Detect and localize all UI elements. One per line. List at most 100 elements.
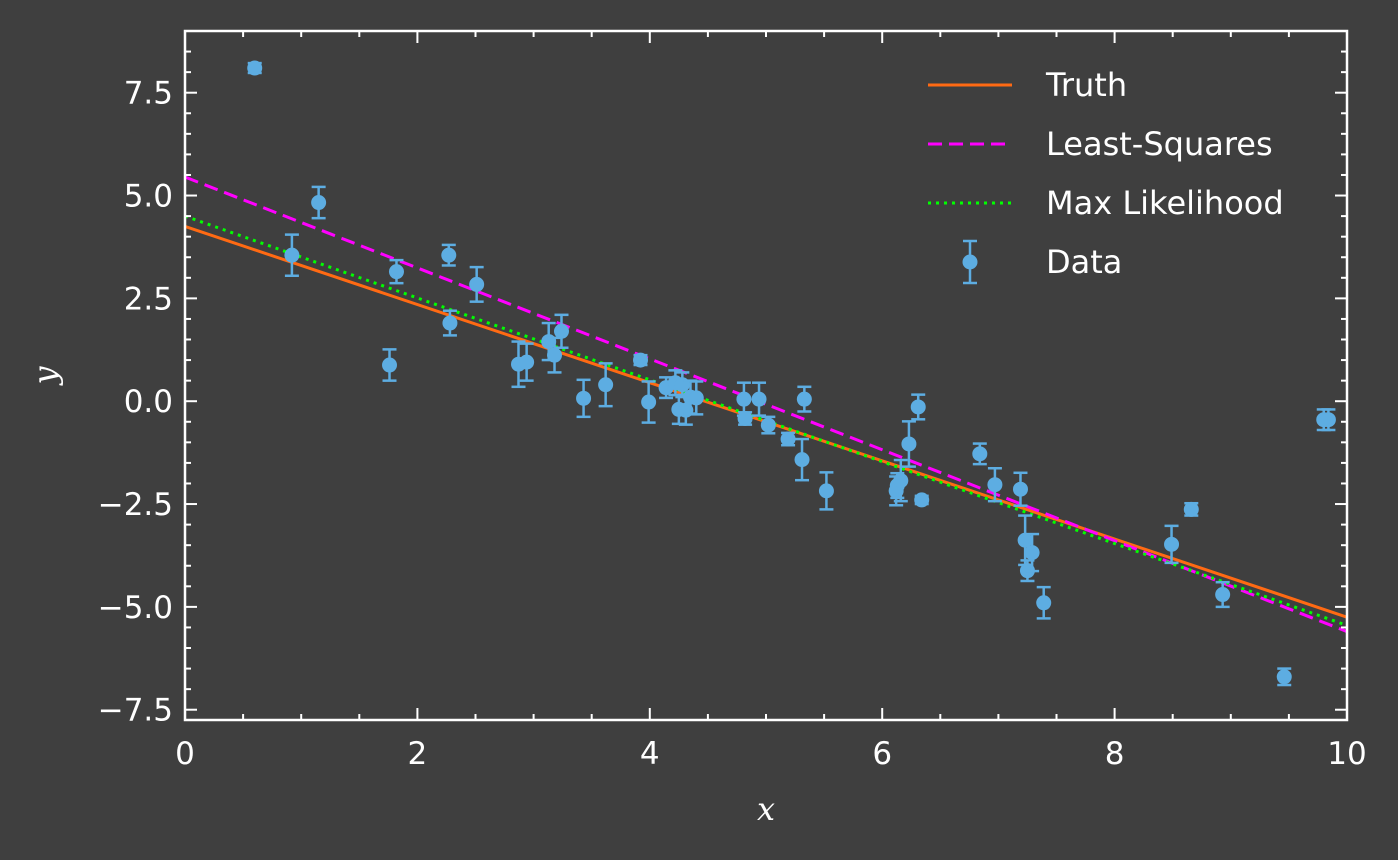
data-point [598,377,614,393]
data-point-group [760,415,776,435]
y-tick-label: 0.0 [124,384,173,420]
y-tick-label: −2.5 [98,487,173,523]
legend-label: Max Likelihood [1046,184,1284,222]
y-tick-label: −7.5 [98,693,173,729]
x-tick-label: 4 [640,736,660,772]
data-point [311,195,327,211]
data-point [818,483,834,499]
axes-frame [183,29,1349,722]
data-point-group [794,437,810,482]
y-tick-label: 5.0 [124,179,173,215]
data-point-group [284,233,300,277]
data-point [519,354,535,370]
data-point [1183,501,1199,517]
tick-labels: 0 2 4 6 8 10 −7.5 −5.0 −2.5 0.0 2.5 5.0 7.5 [98,76,1367,772]
data-point [469,276,485,292]
data-point [794,452,810,468]
data-point-group [598,362,614,408]
series-data [247,60,1336,687]
data-point [972,446,988,462]
data-point-group [737,410,753,426]
data-point [910,399,926,415]
x-tick-label: 10 [1327,736,1366,772]
data-point [1320,412,1336,428]
data-point [751,391,767,407]
data-point-group [247,60,263,76]
data-point-group [547,336,563,374]
data-point [1164,536,1180,552]
legend: Truth Least-Squares Max Likelihood Data [928,66,1284,285]
data-point-group [818,471,834,511]
legend-item: Max Likelihood [928,184,1284,222]
legend-label: Data [1046,243,1122,281]
data-point [914,492,930,508]
data-point-group [1164,524,1180,565]
data-point [1036,595,1052,611]
data-point-group [796,385,812,413]
data-point-group [1276,667,1292,687]
data-point-group [987,467,1003,503]
data-point-group [519,342,535,382]
data-point [284,247,300,263]
data-point-group [311,185,327,220]
data-point-group [441,243,457,267]
legend-marker [962,254,978,270]
x-tick-label: 8 [1105,736,1125,772]
data-point-group [388,258,404,285]
data-point [688,390,704,406]
data-point [553,323,569,339]
data-point-group [633,352,649,368]
data-point [382,357,398,373]
data-point-group [910,393,926,421]
data-point [796,391,812,407]
data-point [641,394,657,410]
legend-label: Truth [1045,66,1127,104]
data-point [576,390,592,406]
data-point [760,417,776,433]
data-point [737,410,753,426]
y-tick-label: 7.5 [124,76,173,112]
legend-item: Least-Squares [928,125,1273,163]
data-point [901,436,917,452]
data-point [633,352,649,368]
plot-area [185,60,1347,687]
data-point-group [751,381,767,417]
data-point [388,264,404,280]
data-point [987,477,1003,493]
line-max-likelihood [185,214,1347,627]
data-point [1017,532,1033,548]
data-point [893,473,909,489]
legend-item: Data [962,239,1122,285]
x-tick-label: 6 [872,736,892,772]
plot-content [185,60,1347,687]
y-tick-label: 2.5 [124,281,173,317]
y-axis-label: y [26,366,64,387]
data-point [441,247,457,263]
data-point-group [688,380,704,416]
data-point [1024,545,1040,561]
x-axis-label: x [757,790,775,828]
data-point-group [442,309,458,337]
data-point-group [382,348,398,382]
x-tick-label: 0 [175,736,195,772]
data-point-group [914,492,930,508]
data-point-group [576,378,592,419]
data-point-group [780,431,796,447]
data-point-group [469,265,485,303]
data-point-group [641,380,657,424]
data-point [547,347,563,363]
data-point [442,315,458,331]
data-point [780,431,796,447]
x-tick-label: 2 [408,736,428,772]
data-point [736,391,752,407]
data-point-group [1215,580,1231,609]
data-point-group [1183,501,1199,517]
data-point [1012,481,1028,497]
data-point-group [1320,408,1336,432]
data-point [1276,669,1292,685]
data-point-group [1036,585,1052,620]
legend-item: Truth [928,66,1127,104]
legend-label: Least-Squares [1046,125,1273,163]
